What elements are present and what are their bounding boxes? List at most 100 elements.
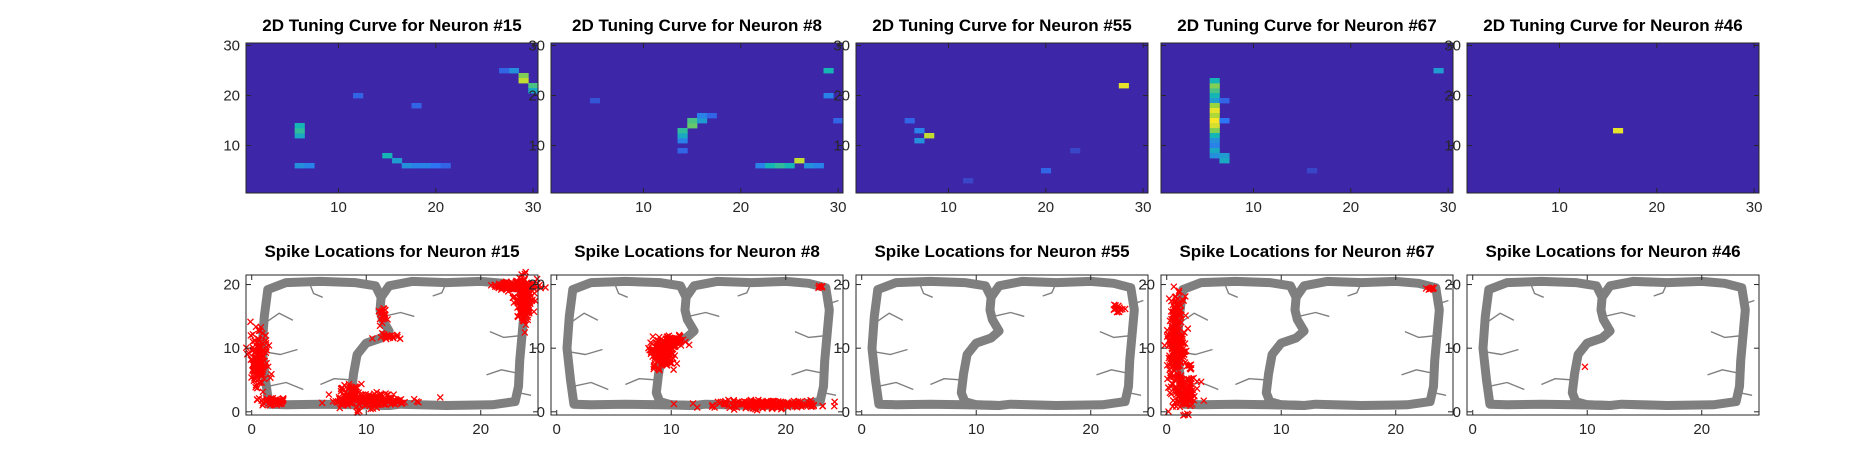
x-tick-label: 20 [1693,421,1710,438]
heatmap-cell [1209,108,1220,114]
heatmap-cell [687,123,698,129]
heatmap-cell [1209,98,1220,104]
track-branch [829,299,839,305]
heatmap-cell [774,163,785,169]
spike-marker [396,335,404,343]
spike-marker [266,374,274,382]
heatmap-cell [924,133,935,139]
spike-marker [1188,400,1196,408]
track-branch [1042,282,1058,297]
track-path [666,276,834,410]
x-tick-label: 20 [732,199,749,216]
y-tick-label: 0 [842,404,850,421]
spike-marker [1183,390,1191,397]
y-tick-label: 0 [1147,404,1155,421]
heatmap-background [246,43,538,193]
spike-marker [372,394,380,402]
axes-box [550,274,844,416]
y-tick-label: 30 [833,38,850,55]
y-tick-label: 20 [1444,277,1461,294]
heatmap-cell [1433,68,1444,74]
x-tick-label: 30 [525,199,542,216]
spike-marker [1190,396,1198,404]
track-branch [1235,378,1268,386]
track-branch [1096,369,1130,376]
x-tick-label: 10 [1551,199,1568,216]
heatmap-cell [382,153,393,159]
spike-marker [662,341,670,349]
heatmap-cell [904,118,915,124]
spike-marker [518,285,526,293]
track-branch [1745,299,1755,305]
tuning-title: 2D Tuning Curve for Neuron #46 [1483,16,1742,35]
track-branch [566,348,603,356]
spike-marker [521,329,529,336]
heatmap-cell [823,93,834,99]
track-path [1582,276,1750,410]
spike-marker [795,401,803,409]
axes-box [1160,274,1454,416]
track-branch [432,282,448,297]
spike-title: Spike Locations for Neuron #8 [574,242,820,261]
spike-marker [263,346,271,354]
track-branch [1439,299,1449,305]
spike-marker [720,398,728,406]
y-tick-label: 10 [833,340,850,357]
heatmap-cell [1307,168,1318,174]
heatmap-cell [1209,118,1220,124]
spike-marker [1169,356,1177,364]
spike-marker [647,339,654,347]
heatmap-cell [294,163,305,169]
spike-marker [358,380,365,388]
tuning-panel: 10 20 30 10 20 30 2D Tuning Curve for Neuron #… [1444,16,1762,216]
spike-marker [255,375,263,383]
track-branch [1223,281,1238,298]
spike-marker [248,366,256,374]
spike-marker [378,313,386,321]
y-tick-label: 0 [232,404,240,421]
axes-box [855,42,1149,194]
heatmap-cell [1209,78,1220,84]
x-tick-label: 0 [858,421,866,438]
x-tick-label: 20 [1342,199,1359,216]
spike-marker [1164,375,1171,383]
y-tick-label: 20 [1138,277,1155,294]
x-tick-label: 0 [1163,421,1171,438]
track-path [1276,276,1444,410]
spike-marker [661,356,669,364]
spike-marker [742,398,750,406]
heatmap-cell [784,163,795,169]
spike-marker [1170,283,1178,291]
y-tick-label: 20 [223,277,240,294]
spike-marker [1118,305,1126,313]
spike-marker [1184,325,1192,333]
track-branch [1134,299,1144,305]
spike-marker [681,338,689,346]
spike-marker [380,313,388,321]
track-branch [1486,312,1515,324]
track-branch [1710,330,1744,339]
spike-marker [1172,293,1180,301]
spike-marker [654,340,662,348]
heatmap-cell [1209,153,1220,159]
spike-marker [255,325,263,333]
heatmap-cell [1070,148,1081,154]
spike-marker [389,334,397,342]
heatmap-cell [963,178,974,184]
spike-marker [1110,301,1118,309]
spike-marker [519,314,527,322]
spike-marker [1171,308,1179,316]
spike-marker [793,400,801,408]
spike-marker [343,392,351,400]
spike-marker [1180,297,1188,305]
spike-marker [1170,335,1178,342]
spike-marker [1170,373,1178,381]
heatmap-cell [518,73,529,79]
spike-marker [1168,327,1176,335]
spike-marker [515,274,523,282]
spike-marker [742,404,750,412]
spike-marker [1167,383,1175,391]
track-branch [572,381,609,391]
y-tick-label: 0 [537,404,545,421]
spike-marker [537,284,545,292]
